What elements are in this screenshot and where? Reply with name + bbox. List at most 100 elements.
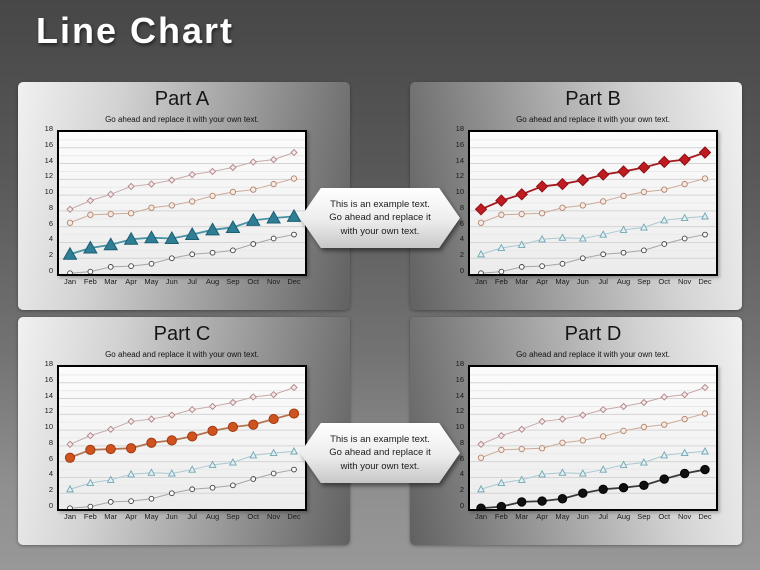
gridlines	[59, 139, 305, 267]
plot-area	[468, 365, 718, 511]
y-tick-label: 2	[459, 250, 464, 260]
x-tick-label: Dec	[698, 512, 712, 521]
y-tick-label: 14	[455, 390, 464, 400]
y-tick-label: 2	[48, 485, 53, 495]
diamond-series-muted	[477, 383, 709, 448]
dark-circle-series-muted	[67, 231, 297, 274]
y-tick-label: 12	[455, 406, 464, 416]
y-tick-label: 8	[459, 202, 464, 212]
tan-circle-series-muted	[477, 410, 709, 461]
diamond-series-muted	[66, 148, 298, 213]
x-tick-label: Jan	[474, 277, 488, 286]
x-tick-label: Jun	[165, 512, 178, 521]
y-tick-label: 12	[44, 171, 53, 181]
x-tick-label: Jul	[187, 277, 197, 286]
x-tick-label: Oct	[658, 512, 671, 521]
x-tick-label: Oct	[247, 277, 260, 286]
line-chart-svg	[59, 374, 305, 509]
x-tick-label: Jan	[63, 512, 77, 521]
x-tick-label: Jan	[474, 512, 488, 521]
chart-title: Part B	[565, 88, 621, 110]
teal-triangle-series-highlighted	[62, 208, 302, 260]
y-tick-label: 16	[455, 374, 464, 384]
y-tick-label: 18	[455, 124, 464, 133]
chart-subtitle: Go ahead and replace it with your own te…	[516, 115, 670, 124]
y-tick-label: 2	[48, 250, 53, 260]
x-tick-label: Aug	[616, 512, 631, 521]
x-tick-label: Sep	[637, 277, 651, 286]
x-tick-label: Sep	[226, 277, 240, 286]
y-tick-label: 8	[48, 202, 53, 212]
callout-top: This is an example text. Go ahead and re…	[300, 188, 460, 248]
y-tick-label: 14	[44, 390, 53, 400]
x-tick-label: Feb	[83, 277, 97, 286]
x-tick-label: Mar	[104, 512, 118, 521]
y-tick-label: 6	[459, 218, 464, 228]
x-tick-label: Nov	[677, 512, 692, 521]
tan-circle-series-highlighted	[64, 408, 300, 463]
x-tick-label: May	[555, 277, 570, 286]
hexagon-shape: This is an example text. Go ahead and re…	[300, 423, 460, 483]
x-tick-label: Apr	[536, 277, 548, 286]
x-tick-label: Nov	[266, 277, 281, 286]
x-tick-label: Apr	[125, 277, 137, 286]
x-tick-label: Jul	[187, 512, 197, 521]
chart-title: Part A	[154, 88, 210, 110]
x-tick-label: Nov	[677, 277, 692, 286]
chart-part-d: Part D Go ahead and replace it with your …	[447, 321, 718, 527]
x-tick-label: Jan	[63, 277, 77, 286]
y-tick-label: 4	[48, 234, 53, 244]
y-tick-label: 10	[455, 187, 464, 197]
x-tick-label: Feb	[83, 512, 97, 521]
y-tick-label: 6	[48, 453, 53, 463]
x-tick-label: Mar	[515, 277, 529, 286]
x-tick-label: Apr	[536, 512, 548, 521]
y-tick-label: 4	[459, 469, 464, 479]
chart-title: Part D	[564, 323, 622, 345]
gridlines	[470, 374, 716, 502]
x-tick-label: Jun	[576, 512, 589, 521]
x-tick-label: Oct	[658, 277, 671, 286]
line-chart-svg	[470, 139, 716, 274]
y-tick-label: 16	[455, 139, 464, 149]
chart-part-b: Part B Go ahead and replace it with your …	[447, 86, 718, 292]
x-tick-label: May	[144, 512, 159, 521]
x-tick-label: Dec	[287, 277, 301, 286]
y-tick-label: 0	[459, 266, 464, 275]
y-tick-label: 0	[459, 501, 464, 510]
tan-circle-series-muted	[66, 175, 298, 226]
y-tick-label: 16	[44, 374, 53, 384]
y-tick-label: 14	[455, 155, 464, 165]
callout-text: This is an example text. Go ahead and re…	[329, 433, 431, 472]
y-tick-label: 10	[455, 422, 464, 432]
callout-bottom: This is an example text. Go ahead and re…	[300, 423, 460, 483]
y-tick-label: 10	[44, 187, 53, 197]
x-tick-label: Feb	[494, 512, 508, 521]
x-tick-label: Mar	[515, 512, 529, 521]
y-tick-label: 2	[459, 485, 464, 495]
y-tick-label: 0	[48, 501, 53, 510]
callout-text: This is an example text. Go ahead and re…	[329, 198, 431, 237]
teal-triangle-series-muted	[66, 447, 298, 493]
y-tick-label: 10	[44, 422, 53, 432]
x-tick-label: Jul	[598, 512, 608, 521]
chart-subtitle: Go ahead and replace it with your own te…	[516, 350, 670, 359]
y-tick-label: 4	[48, 469, 53, 479]
chart-title: Part C	[153, 323, 211, 345]
dark-circle-series-muted	[478, 231, 708, 274]
x-tick-label: Aug	[205, 512, 220, 521]
y-tick-label: 16	[44, 139, 53, 149]
x-tick-label: Nov	[266, 512, 281, 521]
x-tick-label: Dec	[287, 512, 301, 521]
teal-triangle-series-muted	[477, 447, 709, 493]
y-tick-label: 4	[459, 234, 464, 244]
diamond-series-highlighted	[474, 146, 712, 216]
x-tick-label: Dec	[698, 277, 712, 286]
x-tick-label: Aug	[205, 277, 220, 286]
y-tick-label: 18	[455, 359, 464, 368]
y-tick-label: 8	[459, 437, 464, 447]
x-tick-label: Jul	[598, 277, 608, 286]
y-tick-label: 0	[48, 266, 53, 275]
y-tick-label: 8	[48, 437, 53, 447]
